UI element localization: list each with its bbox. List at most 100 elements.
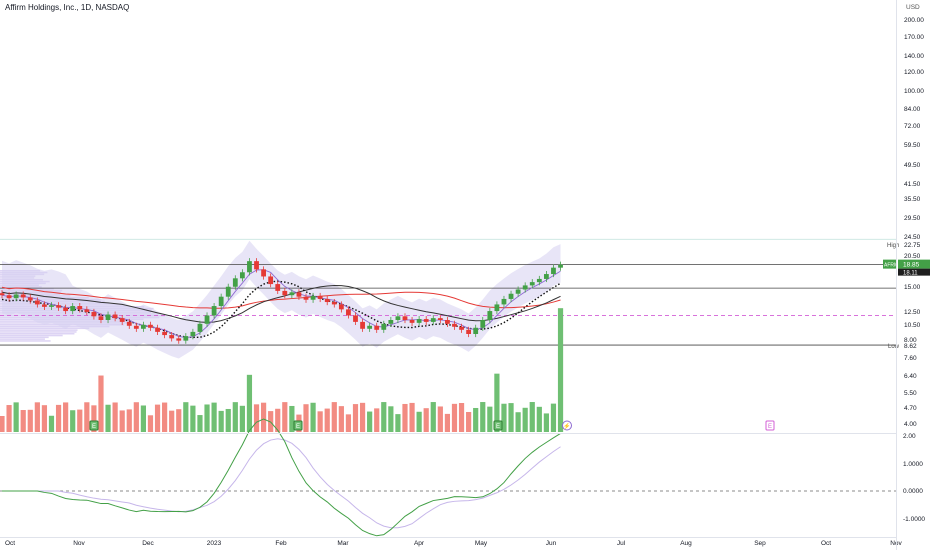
candle-body: [289, 292, 295, 296]
volume-bar: [515, 412, 521, 432]
candle-body: [459, 326, 464, 330]
volume-bar: [105, 404, 111, 432]
volume-bar: [112, 402, 118, 432]
low-label: Low: [888, 344, 900, 350]
volume-bar: [508, 403, 514, 432]
price-tick-label: 8.00: [904, 337, 917, 344]
earnings-marker[interactable]: E: [765, 420, 775, 431]
candle-body: [282, 290, 288, 296]
candle-body: [551, 267, 556, 275]
time-tick-label: Oct: [821, 540, 831, 547]
volume-bar: [416, 411, 422, 432]
candle-body: [558, 264, 563, 268]
volume-profile-bar: [0, 340, 51, 342]
time-tick-label: Apr: [414, 540, 425, 547]
candle-body: [112, 314, 118, 319]
volume-bar: [359, 402, 366, 432]
candle-body: [437, 318, 443, 321]
volume-bar: [409, 402, 415, 432]
volume-bar: [239, 405, 245, 432]
volume-bar: [536, 406, 542, 432]
price-tick-label: 20.50: [904, 253, 921, 260]
volume-bar: [190, 405, 196, 432]
volume-bar: [543, 413, 549, 432]
candle-body: [536, 278, 542, 283]
candle-body: [183, 336, 189, 341]
earnings-marker[interactable]: E: [89, 420, 99, 431]
volume-bar: [77, 409, 83, 432]
volume-bar: [48, 415, 55, 432]
candle-body: [254, 261, 259, 270]
candle-body: [275, 284, 281, 291]
candle-body: [374, 325, 380, 330]
price-tick-label: 15.00: [904, 284, 921, 291]
candle-body: [119, 318, 125, 322]
volume-bar: [34, 402, 40, 432]
candle-body: [20, 294, 26, 298]
volume-profile-bar: [0, 329, 78, 331]
candle-body: [105, 314, 111, 321]
volume-bar: [451, 403, 458, 432]
candle-body: [197, 323, 203, 332]
candle-body: [268, 276, 274, 285]
candle-body: [27, 297, 33, 301]
candle-body: [84, 309, 90, 312]
earnings-marker[interactable]: E: [293, 420, 303, 431]
split-marker: [562, 420, 572, 431]
candle-body: [331, 302, 337, 305]
time-tick-label: Aug: [680, 540, 692, 547]
price-tick-label: 24.50: [904, 234, 921, 241]
candle-body: [98, 316, 104, 321]
candle-body: [515, 289, 521, 294]
pane-separator[interactable]: [0, 433, 896, 434]
volume-bar: [13, 402, 19, 432]
earnings-marker[interactable]: E: [493, 420, 503, 431]
volume-bar: [55, 404, 62, 432]
volume-profile-bar: [0, 338, 45, 340]
time-tick-label: Mar: [337, 540, 349, 547]
volume-bar: [458, 403, 465, 432]
volume-bar: [557, 308, 564, 432]
candle-body: [148, 324, 153, 328]
volume-bar: [487, 406, 493, 432]
ma-line-red: [1, 286, 561, 309]
volume-bar: [211, 402, 217, 432]
volume-bar: [154, 404, 161, 432]
candle-body: [34, 300, 40, 305]
candle-body: [360, 321, 365, 329]
time-axis-divider: [0, 537, 896, 538]
candle-body: [56, 305, 61, 308]
candle-body: [239, 272, 245, 279]
volume-bar: [119, 410, 125, 432]
volume-bar: [331, 402, 337, 432]
candle-body: [190, 331, 196, 337]
price-axis-currency: USD: [906, 4, 920, 11]
time-tick-label: Jul: [617, 540, 626, 547]
candle-body: [430, 318, 436, 322]
candle-body: [211, 306, 217, 316]
volume-bar: [381, 402, 387, 432]
price-tick-label: 140.00: [904, 53, 924, 60]
candle-body: [310, 295, 316, 300]
macd-tick-label: 0.0000: [903, 488, 923, 495]
candle-body: [133, 325, 139, 329]
macd-tick-label: 1.0000: [903, 461, 923, 468]
price-tick-label: 4.70: [904, 405, 917, 412]
volume-bar: [529, 402, 535, 432]
candle-body: [487, 311, 493, 321]
candle-body: [522, 285, 528, 290]
time-tick-label: Oct: [5, 540, 15, 547]
volume-bar: [218, 410, 224, 432]
candle-body: [225, 286, 231, 297]
last-price-label: 18.85: [903, 262, 920, 269]
volume-bar: [63, 402, 69, 432]
volume-profile-bar: [0, 327, 90, 330]
candle-body: [353, 315, 358, 322]
candle-body: [409, 320, 415, 323]
candle-body: [176, 338, 182, 341]
volume-bar: [338, 406, 344, 432]
last-price-bg-2: [898, 268, 930, 276]
volume-bar: [169, 410, 175, 432]
